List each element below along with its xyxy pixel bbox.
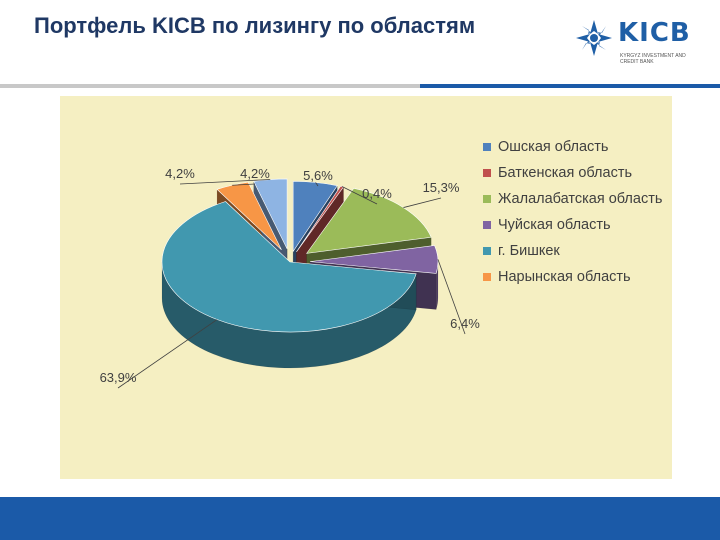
pie-slice-г-бишкек [161,201,417,333]
legend-swatch [483,273,491,281]
leader-line-чуйская-область [437,259,466,335]
pie-slice-slice-6 [253,178,288,250]
leader-line-нарынская-область [232,183,256,186]
legend-swatch [483,247,491,255]
leader-line-баткенская-область [341,186,378,205]
data-label-ошская-область: 5,6% [303,168,333,183]
pie-slice-жалалабатская-область [305,187,432,254]
legend-label: Нарынская область [498,269,631,285]
header-rule-blue [420,84,720,88]
data-label-жалалабатская-область: 15,3% [423,180,460,195]
leader-line-ошская-область [315,182,319,187]
legend-item-ошская-область: Ошская область [483,138,663,156]
legend-item-чуйская-область: Чуйская область [483,216,663,234]
legend-swatch [483,221,491,229]
legend-label: г. Бишкек [498,243,560,259]
legend-swatch [483,143,491,151]
pie-slice-нарынская-область [216,181,282,251]
legend-item-нарынская-область: Нарынская область [483,268,663,286]
legend-label: Чуйская область [498,217,611,233]
pie-slice-чуйская-область [309,245,439,274]
chart-legend: Ошская область Баткенская область Жалалаба… [483,138,663,294]
legend-swatch [483,169,491,177]
data-label-нарынская-область: 4,2% [240,166,270,181]
legend-item-г-бишкек: г. Бишкек [483,242,663,260]
header-rule-gray [0,84,420,88]
legend-label: Баткенская область [498,165,633,181]
legend-label: Жалалабатская область [498,191,663,207]
page-title: Портфель KICB по лизингу по областям [34,13,476,38]
legend-swatch [483,195,491,203]
logo-wordmark: KICB [618,18,691,48]
legend-item-жалалабатская-область: Жалалабатская область [483,190,663,208]
logo-subtext: KYRGYZ INVESTMENT AND CREDIT BANK [620,53,686,65]
footer-bar [0,497,720,540]
data-label-чуйская-область: 6,4% [450,316,480,331]
leader-line-slice-6 [179,179,271,185]
data-label-баткенская-область: 0,4% [362,186,392,201]
legend-item-баткенская-область: Баткенская область [483,164,663,182]
data-label-г-бишкек: 63,9% [100,370,137,385]
leader-line-г-бишкек [117,319,218,389]
leader-line-жалалабатская-область [403,197,442,208]
data-label-slice-6: 4,2% [165,166,195,181]
legend-label: Ошская область [498,139,609,155]
logo-emblem-icon [576,20,612,56]
kicb-logo: KICB KYRGYZ INVESTMENT AND CREDIT BANK [574,18,694,68]
